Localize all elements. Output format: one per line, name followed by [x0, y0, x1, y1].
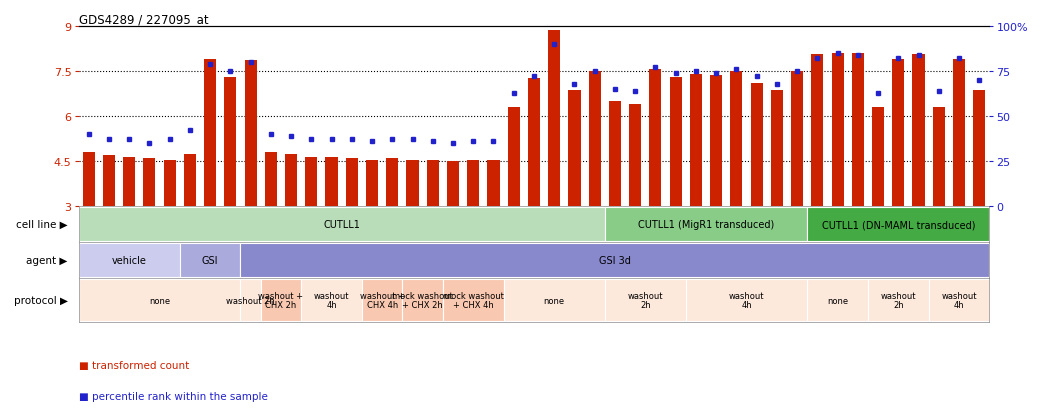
- Bar: [892, 60, 905, 206]
- Text: none: none: [827, 296, 848, 305]
- Bar: [124, 157, 135, 206]
- Bar: [852, 54, 864, 206]
- Bar: [629, 105, 641, 206]
- Bar: [792, 72, 803, 206]
- Text: washout
2h: washout 2h: [881, 291, 916, 310]
- Bar: [467, 160, 480, 206]
- Bar: [710, 76, 722, 206]
- Text: agent ▶: agent ▶: [26, 256, 68, 266]
- Text: GSI 3d: GSI 3d: [599, 256, 631, 266]
- Bar: [690, 75, 701, 206]
- Bar: [751, 84, 762, 206]
- Text: ■ percentile rank within the sample: ■ percentile rank within the sample: [79, 392, 267, 401]
- Bar: [362, 279, 402, 321]
- Text: CUTLL1 (MigR1 transduced): CUTLL1 (MigR1 transduced): [638, 220, 774, 230]
- Bar: [933, 108, 944, 206]
- Bar: [569, 91, 580, 206]
- Bar: [868, 279, 929, 321]
- Text: washout 2h: washout 2h: [226, 296, 275, 305]
- Bar: [443, 279, 504, 321]
- Bar: [771, 91, 783, 206]
- Bar: [366, 160, 378, 206]
- Bar: [245, 61, 257, 206]
- Bar: [302, 279, 362, 321]
- Bar: [686, 279, 807, 321]
- Text: protocol ▶: protocol ▶: [14, 295, 68, 305]
- Text: mock washout
+ CHX 2h: mock washout + CHX 2h: [393, 291, 453, 310]
- Bar: [83, 153, 94, 206]
- Bar: [224, 78, 237, 206]
- Bar: [811, 55, 823, 206]
- Bar: [605, 207, 807, 242]
- Bar: [913, 55, 925, 206]
- Bar: [285, 154, 297, 206]
- Text: ■ transformed count: ■ transformed count: [79, 361, 188, 370]
- Bar: [974, 91, 985, 206]
- Text: mock washout
+ CHX 4h: mock washout + CHX 4h: [443, 291, 504, 310]
- Bar: [807, 207, 989, 242]
- Bar: [204, 60, 216, 206]
- Bar: [265, 153, 276, 206]
- Bar: [163, 160, 176, 206]
- Bar: [549, 31, 560, 206]
- Bar: [103, 156, 115, 206]
- Text: washout
2h: washout 2h: [627, 291, 663, 310]
- Bar: [346, 159, 358, 206]
- Text: washout +
CHX 2h: washout + CHX 2h: [259, 291, 304, 310]
- Bar: [241, 243, 989, 278]
- Bar: [406, 160, 419, 206]
- Bar: [872, 108, 884, 206]
- Text: CUTLL1 (DN-MAML transduced): CUTLL1 (DN-MAML transduced): [822, 220, 975, 230]
- Bar: [79, 279, 241, 321]
- Bar: [180, 243, 241, 278]
- Bar: [447, 161, 459, 206]
- Bar: [326, 157, 337, 206]
- Text: washout
4h: washout 4h: [314, 291, 350, 310]
- Bar: [402, 279, 443, 321]
- Bar: [528, 79, 540, 206]
- Text: none: none: [543, 296, 564, 305]
- Bar: [953, 60, 965, 206]
- Text: vehicle: vehicle: [112, 256, 147, 266]
- Bar: [609, 102, 621, 206]
- Text: cell line ▶: cell line ▶: [16, 220, 68, 230]
- Bar: [241, 279, 261, 321]
- Bar: [427, 160, 439, 206]
- Bar: [488, 160, 499, 206]
- Text: GSI: GSI: [202, 256, 219, 266]
- Bar: [79, 243, 180, 278]
- Text: washout
4h: washout 4h: [729, 291, 764, 310]
- Bar: [731, 72, 742, 206]
- Bar: [508, 108, 519, 206]
- Bar: [386, 159, 398, 206]
- Bar: [79, 207, 605, 242]
- Text: none: none: [149, 296, 170, 305]
- Bar: [261, 279, 302, 321]
- Text: washout +
CHX 4h: washout + CHX 4h: [360, 291, 404, 310]
- Bar: [588, 72, 601, 206]
- Bar: [504, 279, 605, 321]
- Text: CUTLL1: CUTLL1: [324, 220, 360, 230]
- Bar: [831, 54, 844, 206]
- Bar: [670, 78, 682, 206]
- Bar: [605, 279, 686, 321]
- Bar: [184, 154, 196, 206]
- Bar: [929, 279, 989, 321]
- Bar: [306, 157, 317, 206]
- Bar: [649, 70, 662, 206]
- Bar: [143, 159, 155, 206]
- Text: washout
4h: washout 4h: [941, 291, 977, 310]
- Text: GDS4289 / 227095_at: GDS4289 / 227095_at: [79, 13, 208, 26]
- Bar: [807, 279, 868, 321]
